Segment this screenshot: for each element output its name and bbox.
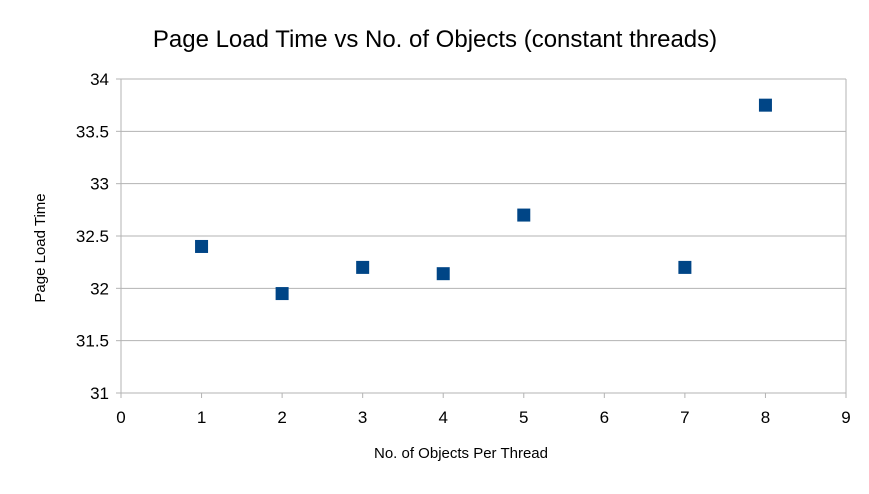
- data-point: [275, 287, 289, 301]
- data-point: [436, 267, 450, 281]
- y-tick-label: 31: [90, 384, 109, 403]
- x-tick-label: 7: [680, 408, 689, 427]
- data-point: [195, 239, 209, 253]
- x-tick-label: 5: [519, 408, 528, 427]
- grid-lines: [121, 78, 846, 394]
- data-point: [678, 260, 692, 274]
- axes: [116, 78, 847, 398]
- data-point: [758, 98, 772, 112]
- y-axis-label: Page Load Time: [32, 193, 49, 302]
- y-tick-label: 34: [90, 70, 109, 89]
- data-points: [195, 98, 772, 301]
- y-tick-label: 33.5: [76, 122, 109, 141]
- x-tick-label: 3: [358, 408, 367, 427]
- y-tick-label: 33: [90, 175, 109, 194]
- chart-title: Page Load Time vs No. of Objects (consta…: [153, 26, 717, 53]
- x-tick-label: 4: [438, 408, 447, 427]
- data-point: [517, 208, 531, 222]
- x-axis-label: No. of Objects Per Thread: [374, 445, 548, 462]
- data-point: [356, 260, 370, 274]
- x-tick-label: 2: [277, 408, 286, 427]
- x-tick-label: 1: [197, 408, 206, 427]
- x-tick-label: 8: [761, 408, 770, 427]
- x-tick-label: 0: [116, 408, 125, 427]
- x-tick-label: 9: [841, 408, 850, 427]
- y-tick-label: 31.5: [76, 332, 109, 351]
- y-tick-label: 32.5: [76, 227, 109, 246]
- y-tick-label: 32: [90, 279, 109, 298]
- x-tick-label: 6: [600, 408, 609, 427]
